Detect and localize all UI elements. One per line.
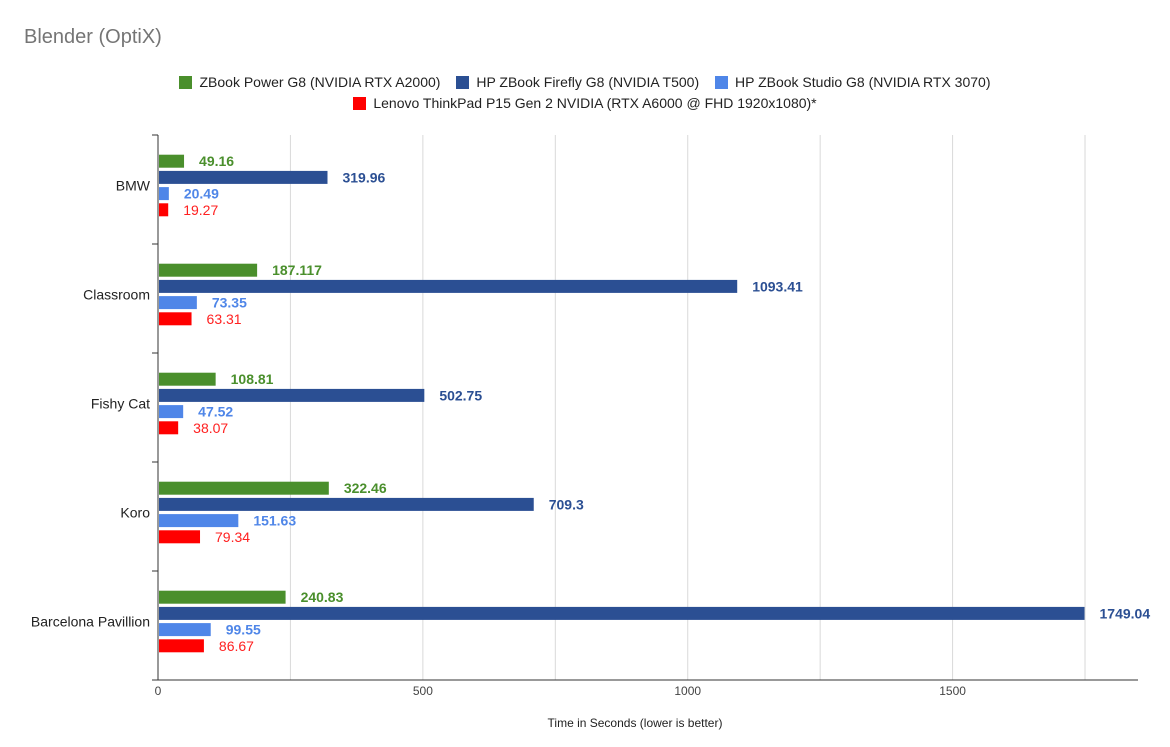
category-label-barcelona-pavillion: Barcelona Pavillion: [31, 614, 150, 630]
legend-swatch-thinkpad-p15: [353, 97, 367, 110]
legend-item-zbook-firefly[interactable]: HP ZBook Firefly G8 (NVIDIA T500): [456, 72, 699, 93]
data-label-barcelona-pavillion-series-1: 240.83: [301, 589, 344, 605]
bar-koro-series-3[interactable]: [159, 514, 239, 528]
category-label-bmw: BMW: [116, 178, 151, 194]
data-label-classroom-series-3: 73.35: [212, 295, 247, 311]
data-label-classroom-series-4: 63.31: [207, 311, 242, 327]
data-label-fishy-cat-series-1: 108.81: [231, 371, 274, 387]
bar-koro-series-1[interactable]: [159, 481, 329, 495]
legend-label-thinkpad-p15: Lenovo ThinkPad P15 Gen 2 NVIDIA (RTX A6…: [373, 95, 817, 111]
data-label-koro-series-2: 709.3: [549, 496, 584, 512]
bar-fishy-cat-series-2[interactable]: [159, 388, 425, 402]
x-tick-label-1500: 1500: [939, 684, 966, 698]
data-label-fishy-cat-series-3: 47.52: [198, 404, 233, 420]
bar-barcelona-pavillion-series-2[interactable]: [159, 606, 1085, 620]
legend-label-zbook-power: ZBook Power G8 (NVIDIA RTX A2000): [199, 74, 441, 90]
axis-layer: 0 500 1000 1500 Time in Seconds (lower is be…: [31, 134, 1138, 730]
x-tick-label-0: 0: [155, 684, 162, 698]
bar-classroom-series-1[interactable]: [159, 263, 258, 277]
legend-swatch-zbook-firefly: [456, 76, 470, 89]
data-label-bmw-series-1: 49.16: [199, 153, 234, 169]
bar-bmw-series-4[interactable]: [159, 203, 169, 217]
bar-classroom-series-4[interactable]: [159, 312, 192, 326]
legend-item-thinkpad-p15[interactable]: Lenovo ThinkPad P15 Gen 2 NVIDIA (RTX A6…: [353, 93, 817, 114]
data-label-bmw-series-3: 20.49: [184, 186, 219, 202]
legend-swatch-zbook-power: [179, 76, 193, 89]
data-label-fishy-cat-series-2: 502.75: [439, 387, 482, 403]
legend-row-1: ZBook Power G8 (NVIDIA RTX A2000) HP ZBo…: [0, 72, 1170, 93]
category-label-classroom: Classroom: [83, 287, 150, 303]
data-label-bmw-series-4: 19.27: [183, 202, 218, 218]
legend: ZBook Power G8 (NVIDIA RTX A2000) HP ZBo…: [0, 72, 1170, 114]
legend-row-2: Lenovo ThinkPad P15 Gen 2 NVIDIA (RTX A6…: [0, 93, 1170, 114]
legend-label-zbook-firefly: HP ZBook Firefly G8 (NVIDIA T500): [476, 74, 700, 90]
data-label-fishy-cat-series-4: 38.07: [193, 420, 228, 436]
grid-layer: [289, 135, 1086, 680]
data-label-classroom-series-1: 187.117: [272, 262, 322, 278]
category-label-koro: Koro: [120, 505, 150, 521]
data-label-koro-series-3: 151.63: [253, 513, 296, 529]
data-label-bmw-series-2: 319.96: [342, 169, 385, 185]
x-axis-title: Time in Seconds (lower is better): [548, 716, 723, 730]
data-label-barcelona-pavillion-series-4: 86.67: [219, 638, 254, 654]
legend-item-zbook-studio[interactable]: HP ZBook Studio G8 (NVIDIA RTX 3070): [715, 72, 991, 93]
data-label-barcelona-pavillion-series-3: 99.55: [226, 622, 261, 638]
bar-layer: [159, 154, 1085, 653]
bar-fishy-cat-series-1[interactable]: [159, 372, 216, 386]
data-label-barcelona-pavillion-series-2: 1749.04: [1100, 605, 1151, 621]
legend-swatch-zbook-studio: [715, 76, 728, 89]
bar-bmw-series-2[interactable]: [159, 170, 328, 184]
legend-item-zbook-power[interactable]: ZBook Power G8 (NVIDIA RTX A2000): [179, 72, 440, 93]
bar-bmw-series-3[interactable]: [159, 187, 169, 201]
data-label-koro-series-1: 322.46: [344, 480, 387, 496]
data-label-koro-series-4: 79.34: [215, 529, 250, 545]
bar-bmw-series-1[interactable]: [159, 154, 185, 168]
bar-fishy-cat-series-3[interactable]: [159, 405, 184, 419]
chart-title: Blender (OptiX): [24, 26, 162, 48]
category-label-fishy-cat: Fishy Cat: [91, 396, 150, 412]
bar-fishy-cat-series-4[interactable]: [159, 421, 179, 435]
legend-label-zbook-studio: HP ZBook Studio G8 (NVIDIA RTX 3070): [735, 74, 991, 90]
bar-koro-series-2[interactable]: [159, 497, 534, 511]
x-tick-label-500: 500: [413, 684, 433, 698]
bar-koro-series-4[interactable]: [159, 530, 201, 544]
bar-barcelona-pavillion-series-4[interactable]: [159, 639, 204, 653]
bar-barcelona-pavillion-series-1[interactable]: [159, 590, 286, 604]
bar-classroom-series-3[interactable]: [159, 296, 197, 310]
bar-classroom-series-2[interactable]: [159, 279, 738, 293]
x-tick-label-1000: 1000: [674, 684, 701, 698]
bar-barcelona-pavillion-series-3[interactable]: [159, 623, 211, 637]
data-label-classroom-series-2: 1093.41: [752, 278, 803, 294]
